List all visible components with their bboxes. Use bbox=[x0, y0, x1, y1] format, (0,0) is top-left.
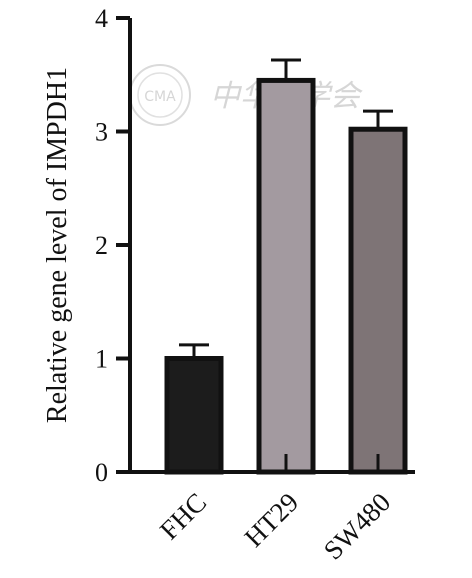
y-tick-label: 3 bbox=[95, 118, 108, 147]
bars-group bbox=[164, 77, 408, 475]
y-ticks-group: 0 1 2 3 4 bbox=[95, 4, 130, 487]
y-tick-label: 1 bbox=[95, 345, 108, 374]
bar-fhc bbox=[164, 356, 224, 475]
y-axis-title: Relative gene level of IMPDH1 bbox=[42, 67, 73, 423]
bar-sw480 bbox=[348, 126, 408, 475]
watermark-logo: CMA 中华医学会 bbox=[129, 64, 363, 126]
error-bars-group bbox=[179, 58, 393, 359]
y-tick-label: 2 bbox=[95, 231, 108, 260]
x-labels-group: FHC HT29 SW480 bbox=[154, 487, 396, 565]
y-tick-label: 0 bbox=[95, 458, 108, 487]
x-tick-label: FHC bbox=[154, 487, 212, 545]
x-tick-label: HT29 bbox=[238, 487, 304, 553]
watermark-seal-text: CMA bbox=[144, 89, 176, 105]
x-tick-label: SW480 bbox=[318, 487, 396, 565]
bar-ht29 bbox=[256, 77, 316, 475]
y-tick-label: 4 bbox=[95, 4, 108, 33]
